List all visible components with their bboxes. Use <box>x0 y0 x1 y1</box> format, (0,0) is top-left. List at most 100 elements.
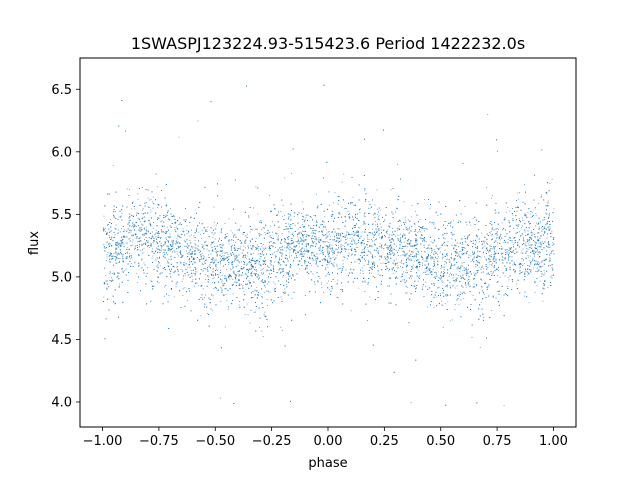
data-point <box>447 284 448 286</box>
data-point <box>478 266 480 268</box>
data-point <box>489 263 491 265</box>
data-point <box>530 245 532 247</box>
data-point <box>252 229 254 231</box>
data-point <box>322 247 323 249</box>
data-point <box>408 219 410 221</box>
data-point <box>368 201 370 203</box>
data-point <box>521 217 523 219</box>
data-point <box>424 230 425 232</box>
data-point <box>233 250 235 251</box>
data-point <box>501 256 503 258</box>
data-point <box>391 250 393 252</box>
data-point <box>284 247 286 249</box>
data-point <box>484 242 485 244</box>
data-point <box>462 265 464 267</box>
data-point <box>517 192 519 194</box>
data-point <box>506 269 507 270</box>
data-point <box>186 229 188 231</box>
data-point <box>489 232 491 234</box>
data-point <box>192 272 194 274</box>
data-point <box>272 243 274 245</box>
data-point <box>347 281 349 283</box>
data-point <box>459 270 461 272</box>
data-point <box>154 233 156 235</box>
data-point <box>317 247 319 249</box>
data-point <box>372 265 374 267</box>
data-point <box>465 286 467 288</box>
data-point <box>456 267 458 269</box>
data-point <box>115 260 116 261</box>
data-point <box>252 270 253 272</box>
data-point <box>541 244 543 246</box>
data-point <box>247 268 249 270</box>
data-point <box>487 114 489 115</box>
data-point <box>134 248 135 250</box>
data-point <box>249 322 251 324</box>
data-point <box>313 215 315 216</box>
data-point <box>519 267 521 269</box>
data-point <box>173 249 175 251</box>
data-point <box>421 262 423 264</box>
data-point <box>414 231 415 232</box>
data-point <box>212 278 214 279</box>
data-point <box>239 285 241 286</box>
data-point <box>508 256 510 258</box>
data-point <box>270 225 272 227</box>
data-point <box>312 273 314 275</box>
data-point <box>392 228 393 229</box>
data-point <box>328 242 330 243</box>
data-point <box>517 231 519 233</box>
data-point <box>454 309 456 311</box>
data-point <box>299 254 301 256</box>
data-point <box>472 253 474 255</box>
data-point <box>396 163 398 165</box>
data-point <box>443 271 444 273</box>
data-point <box>432 269 434 271</box>
data-point <box>527 212 529 214</box>
data-point <box>399 229 401 230</box>
data-point <box>177 266 179 267</box>
data-point <box>545 259 546 260</box>
data-point <box>488 260 490 262</box>
data-point <box>113 253 115 254</box>
data-point <box>503 405 505 407</box>
data-point <box>457 253 459 255</box>
data-point <box>225 258 227 259</box>
data-point <box>179 217 180 219</box>
data-point <box>152 236 154 238</box>
data-point <box>274 283 276 285</box>
data-point <box>444 263 446 265</box>
data-point <box>261 297 263 299</box>
data-point <box>220 279 222 281</box>
data-point <box>271 273 272 274</box>
data-point <box>467 280 469 282</box>
data-point <box>115 256 117 258</box>
data-point <box>304 250 305 251</box>
data-point <box>317 280 319 282</box>
data-point <box>235 279 237 281</box>
data-point <box>212 282 213 284</box>
data-point <box>145 243 147 245</box>
data-point <box>245 283 247 285</box>
data-point <box>302 201 304 203</box>
data-point <box>178 247 180 249</box>
data-point <box>327 246 328 248</box>
data-point <box>229 239 230 241</box>
data-point <box>114 228 116 229</box>
data-point <box>515 269 516 271</box>
data-point <box>460 291 462 293</box>
data-point <box>236 256 238 258</box>
data-point <box>534 255 535 257</box>
data-point <box>302 240 304 242</box>
data-point <box>342 259 344 261</box>
data-point <box>193 235 195 237</box>
data-point <box>378 233 380 235</box>
data-point <box>403 241 405 243</box>
data-point <box>536 250 538 252</box>
data-point <box>298 241 300 243</box>
data-point <box>112 280 114 282</box>
data-point <box>360 255 361 256</box>
data-point <box>344 257 346 258</box>
data-point <box>275 247 276 248</box>
data-point <box>342 263 344 265</box>
